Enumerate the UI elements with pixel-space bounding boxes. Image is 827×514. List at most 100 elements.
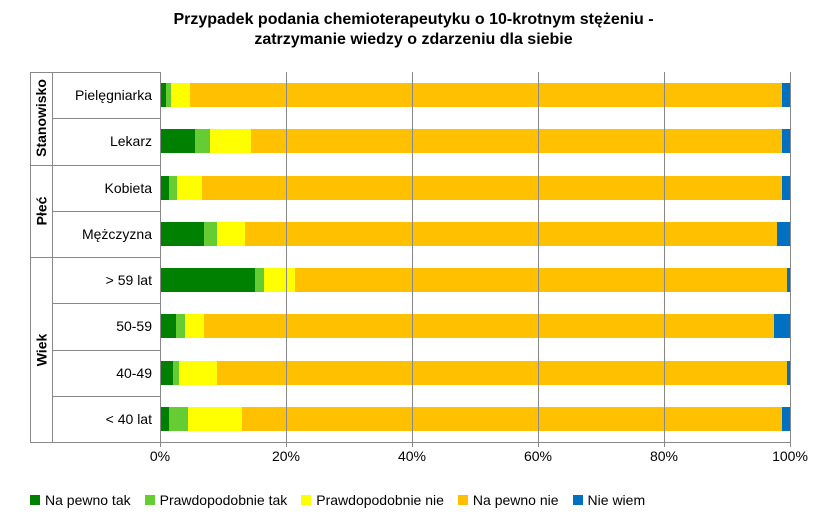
group-separator (30, 165, 160, 166)
bar-row (160, 268, 790, 292)
left-border (30, 72, 31, 442)
legend-item: Prawdopodobnie nie (301, 492, 444, 508)
bar-segment (242, 407, 783, 431)
bar-row (160, 222, 790, 246)
row-separator (52, 303, 160, 304)
title-line-2: zatrzymanie wiedzy o zdarzeniu dla siebi… (254, 31, 572, 48)
bar-segment (171, 83, 190, 107)
bar-segment (160, 361, 173, 385)
chart-title: Przypadek podania chemioterapeutyku o 10… (0, 0, 827, 50)
category-label: Mężczyzna (52, 222, 152, 246)
bar-segment (188, 407, 242, 431)
bar-segment (160, 314, 176, 338)
gridline (664, 72, 665, 442)
category-label: Pielęgniarka (52, 83, 152, 107)
bar-segment (255, 268, 264, 292)
x-axis-label: 60% (524, 448, 552, 464)
row-separator (52, 396, 160, 397)
legend-swatch (30, 495, 40, 505)
group-label: Wiek (30, 257, 52, 442)
legend-item: Prawdopodobnie tak (145, 492, 288, 508)
group-separator (30, 257, 160, 258)
legend-item: Na pewno nie (458, 492, 559, 508)
bar-segment (251, 129, 782, 153)
row-separator (52, 118, 160, 119)
bar-segment (217, 222, 245, 246)
legend: Na pewno tak Prawdopodobnie tak Prawdopodo… (30, 492, 817, 508)
bar-segment (774, 314, 790, 338)
category-label: Kobieta (52, 176, 152, 200)
bar-segment (179, 361, 217, 385)
legend-swatch (301, 495, 311, 505)
bar-segment (169, 407, 188, 431)
bar-segment (190, 83, 783, 107)
bar-segment (160, 129, 195, 153)
group-label: Płeć (30, 165, 52, 258)
gridline (412, 72, 413, 442)
bar-segment (160, 176, 169, 200)
bar-segment (777, 222, 790, 246)
bar-segment (202, 176, 782, 200)
bar-segment (160, 222, 204, 246)
bar-segment (195, 129, 211, 153)
bar-segment (160, 407, 169, 431)
x-axis-label: 100% (772, 448, 808, 464)
bar-segment (782, 83, 790, 107)
bar-segment (782, 176, 790, 200)
row-separator (52, 211, 160, 212)
x-axis-label: 0% (150, 448, 170, 464)
gridline (286, 72, 287, 442)
x-axis-label: 40% (398, 448, 426, 464)
bar-segment (160, 268, 255, 292)
legend-item: Na pewno tak (30, 492, 131, 508)
chart-container: Przypadek podania chemioterapeutyku o 10… (0, 0, 827, 514)
gridline (538, 72, 539, 442)
left-border (52, 72, 53, 442)
bar-segment (176, 314, 185, 338)
bar-segment (169, 176, 177, 200)
x-axis-line (160, 442, 790, 450)
bar-segment (177, 176, 202, 200)
bar-segment (782, 407, 790, 431)
row-separator (52, 350, 160, 351)
bar-segment (295, 268, 786, 292)
bar-segment (204, 314, 774, 338)
legend-swatch (145, 495, 155, 505)
x-axis-label: 20% (272, 448, 300, 464)
x-axis: 0%20%40%60%80%100% (160, 448, 790, 468)
legend-item: Nie wiem (573, 492, 646, 508)
legend-label: Prawdopodobnie nie (316, 492, 444, 508)
outer-row-separator (30, 72, 160, 73)
bar-row (160, 83, 790, 107)
bar-segment (217, 361, 787, 385)
bar-segment (204, 222, 217, 246)
bar-segment (782, 129, 790, 153)
bar-segment (210, 129, 251, 153)
title-line-1: Przypadek podania chemioterapeutyku o 10… (173, 11, 653, 28)
bar-row (160, 176, 790, 200)
plot-area (160, 72, 790, 442)
legend-label: Nie wiem (588, 492, 646, 508)
legend-swatch (573, 495, 583, 505)
bar-segment (185, 314, 204, 338)
bar-row (160, 361, 790, 385)
category-label: 50-59 (52, 314, 152, 338)
category-label: 40-49 (52, 361, 152, 385)
bar-row (160, 129, 790, 153)
gridline (790, 72, 791, 442)
legend-label: Na pewno nie (473, 492, 559, 508)
category-label: < 40 lat (52, 407, 152, 431)
legend-label: Prawdopodobnie tak (160, 492, 288, 508)
category-label: > 59 lat (52, 268, 152, 292)
gridline (160, 72, 161, 442)
group-label: Stanowisko (30, 72, 52, 165)
legend-swatch (458, 495, 468, 505)
legend-label: Na pewno tak (45, 492, 131, 508)
bar-rows (160, 72, 790, 442)
bar-segment (245, 222, 777, 246)
outer-row-separator (30, 442, 160, 443)
bar-row (160, 314, 790, 338)
x-axis-label: 80% (650, 448, 678, 464)
bar-segment (264, 268, 296, 292)
category-label: Lekarz (52, 129, 152, 153)
